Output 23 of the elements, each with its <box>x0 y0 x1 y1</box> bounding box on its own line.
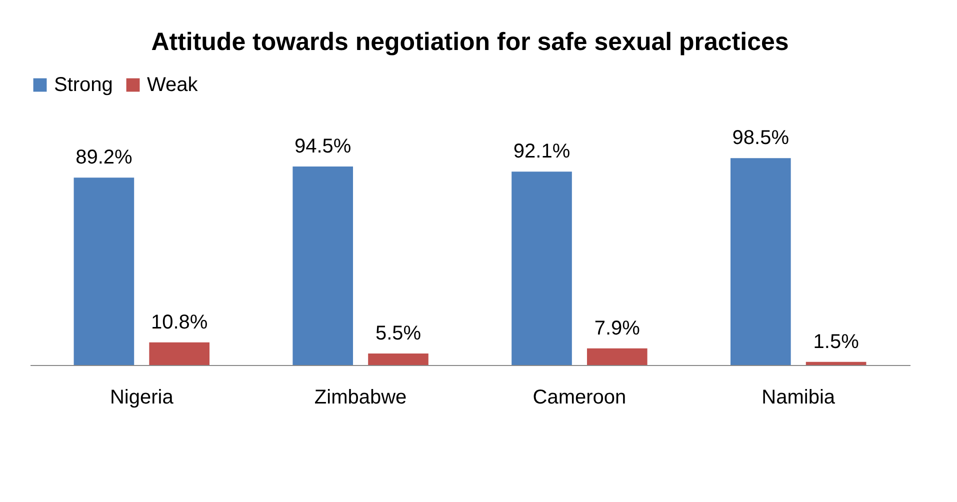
data-label: 89.2% <box>76 146 133 169</box>
bar <box>368 353 428 365</box>
x-tick-label: Namibia <box>762 386 836 408</box>
bar <box>730 158 791 365</box>
bar <box>149 342 210 365</box>
data-label: 7.9% <box>594 317 640 340</box>
data-label: 1.5% <box>813 330 860 353</box>
x-tick-label: Nigeria <box>110 386 174 408</box>
bar <box>292 166 354 365</box>
data-label: 5.5% <box>375 322 422 344</box>
data-label: 92.1% <box>513 140 570 163</box>
bar <box>74 178 134 365</box>
legend-label: Strong <box>54 74 113 96</box>
bar <box>512 172 572 365</box>
x-tick-label: Cameroon <box>532 386 626 408</box>
legend-label: Weak <box>147 74 199 96</box>
chart-title: Attitude towards negotiation for safe sexual practices <box>151 28 789 56</box>
data-label: 98.5% <box>732 127 790 150</box>
bar <box>806 362 866 365</box>
data-label: 94.5% <box>294 136 352 158</box>
x-tick-label: Zimbabwe <box>314 386 407 408</box>
bar <box>586 348 648 365</box>
data-label: 10.8% <box>150 311 208 334</box>
